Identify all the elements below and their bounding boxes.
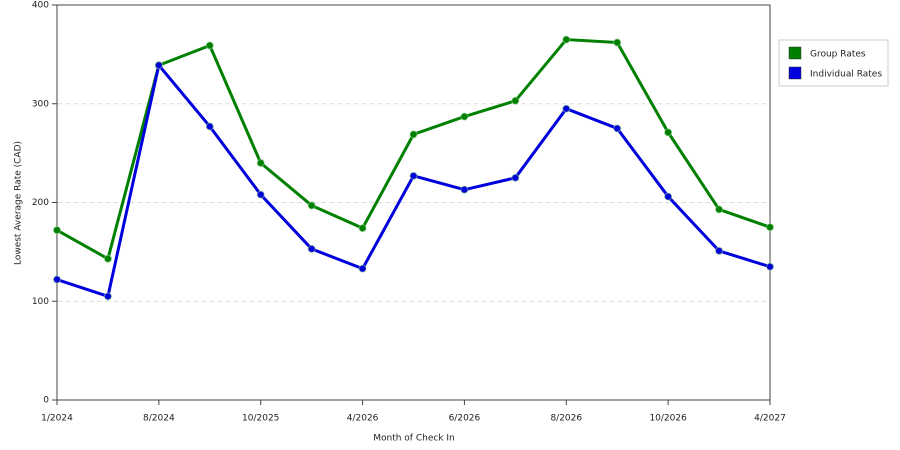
x-tick-label: 1/2024 (41, 414, 73, 424)
data-point (562, 35, 571, 44)
y-tick-label: 200 (32, 198, 49, 208)
legend-swatch (788, 66, 802, 80)
data-point (307, 244, 316, 253)
data-point (715, 205, 724, 214)
data-point (103, 254, 112, 263)
x-tick-label: 10/2025 (242, 414, 279, 424)
data-point (766, 262, 774, 271)
data-point (613, 38, 622, 47)
y-tick-label: 400 (32, 1, 49, 11)
y-tick-label: 100 (32, 297, 49, 307)
series-line (56, 63, 771, 298)
data-point (256, 190, 265, 199)
data-point (664, 128, 673, 137)
legend-swatch (788, 46, 802, 60)
x-axis-label: Month of Check In (373, 434, 455, 444)
data-point (613, 124, 622, 133)
data-point (205, 122, 214, 131)
y-axis-label: Lowest Average Rate (CAD) (14, 141, 24, 265)
data-point (53, 226, 61, 235)
data-point (664, 192, 673, 201)
y-tick-label: 0 (43, 396, 49, 406)
data-point (460, 112, 469, 121)
x-tick-label: 10/2026 (649, 414, 687, 424)
data-point (562, 104, 571, 113)
data-point (205, 41, 214, 50)
data-point (358, 264, 367, 273)
x-tick-label: 4/2027 (754, 414, 786, 424)
data-point (307, 201, 316, 210)
data-point (409, 171, 418, 180)
legend-label: Group Rates (810, 50, 866, 60)
data-point (766, 223, 774, 232)
data-point (511, 96, 520, 105)
data-point (256, 159, 265, 167)
data-point (154, 61, 163, 70)
x-tick-label: 8/2024 (143, 414, 175, 424)
data-point (103, 292, 112, 301)
plot-frame (56, 4, 771, 401)
y-tick-label: 300 (32, 99, 49, 109)
x-tick-label: 6/2026 (449, 414, 481, 424)
data-point (358, 224, 367, 233)
data-point (715, 246, 724, 255)
x-tick-label: 8/2026 (550, 414, 582, 424)
data-point (53, 275, 61, 284)
data-point (460, 185, 469, 194)
data-point (511, 173, 520, 182)
x-tick-label: 4/2026 (347, 414, 379, 424)
data-point (409, 130, 418, 139)
legend-label: Individual Rates (810, 70, 882, 80)
